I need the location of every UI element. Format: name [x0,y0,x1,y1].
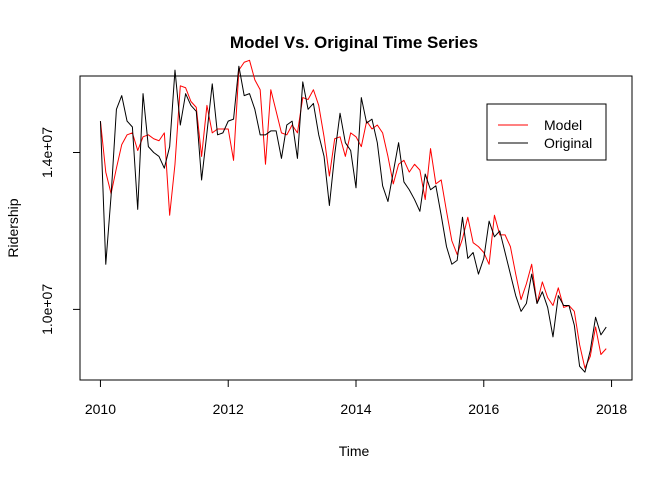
y-axis-label: Ridership [5,198,21,257]
x-axis: 2010 2012 2014 2016 2018 [85,380,627,417]
chart-title: Model Vs. Original Time Series [230,33,478,52]
x-axis-label: Time [339,443,370,459]
y-tick-label: 1.4e+07 [39,127,55,178]
series-line-model [99,59,607,369]
series-layer [99,59,607,373]
x-tick-label: 2014 [340,401,371,417]
y-tick-label: 1.0e+07 [39,284,55,335]
x-tick-label: 2010 [85,401,116,417]
y-axis: 1.0e+07 1.4e+07 [39,127,80,335]
legend: Model Original [486,103,607,161]
x-tick-label: 2016 [468,401,499,417]
legend-label-model: Model [544,117,582,133]
x-tick-label: 2018 [596,401,627,417]
legend-label-original: Original [544,135,592,151]
legend-box [486,103,607,161]
series-line-original [99,65,607,373]
x-tick-label: 2012 [213,401,244,417]
